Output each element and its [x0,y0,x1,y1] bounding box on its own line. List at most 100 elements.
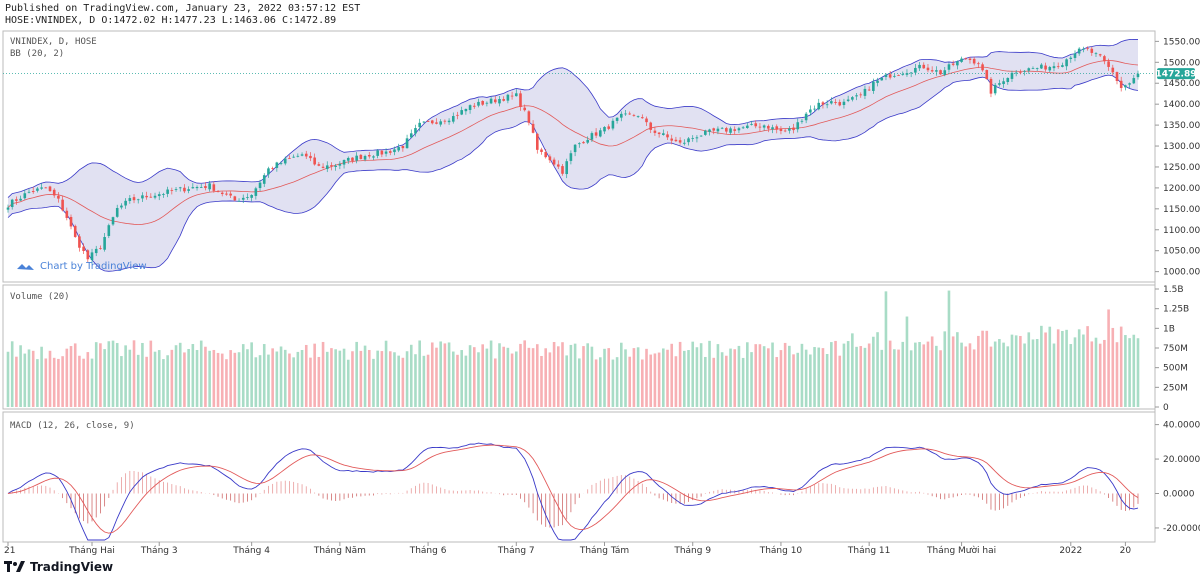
candle [401,145,405,152]
volume-bar [132,340,136,407]
volume-bar [531,348,535,407]
volume-bar [363,345,367,407]
volume-bar [901,341,905,407]
candle [590,131,594,142]
candle [670,134,674,145]
volume-bar [1019,335,1022,407]
tradingview-logo-icon [4,561,26,573]
candle [388,149,392,156]
volume-bar [523,340,526,407]
volume-bar [401,357,405,407]
tradingview-footer-logo[interactable]: TradingView [4,558,113,576]
candle [821,101,825,109]
volume-bar [380,351,384,407]
volume-bar [1136,338,1140,407]
volume-bar [23,353,27,407]
volume-bar [355,341,358,407]
candle [27,189,31,194]
candle [695,135,699,143]
candle [456,111,459,120]
candle [468,104,472,114]
volume-bar [414,354,417,407]
volume-bar [409,344,413,407]
candle [86,249,90,263]
volume-bar [628,356,632,407]
volume-bar [1111,327,1115,407]
volume-bar [443,343,447,407]
tradingview-watermark[interactable]: Chart by TradingView [17,261,147,272]
volume-bar [477,352,480,407]
volume-tick-label: 500M [1163,364,1188,374]
candle [1115,71,1119,85]
price-tick-label: 1300.00 [1163,142,1200,152]
candle [527,110,531,126]
candle [645,116,648,127]
volume-bar [397,355,400,407]
volume-bar [241,344,245,407]
volume-bar [1094,337,1098,407]
candle [481,100,484,106]
volume-bar [44,358,48,407]
volume-bar [683,350,686,407]
candle [838,99,842,107]
candle [796,118,800,133]
x-tick-label: 21 [4,546,15,556]
candle [115,204,119,218]
volume-bar [733,349,737,407]
candle [817,98,821,111]
candle [338,161,342,170]
volume-bar [905,316,909,407]
candle [162,192,165,198]
candle [641,114,644,119]
volume-bar [153,351,157,407]
volume-bar [174,345,178,407]
volume-bar [212,349,216,407]
volume-bar [1061,330,1064,407]
candle [1044,62,1047,72]
candle [771,124,774,134]
volume-bar [636,347,640,407]
volume-bar [464,355,468,407]
volume-bar [657,352,661,407]
candle [1019,69,1022,75]
chart-canvas[interactable]: 1000.00 1050.00 1100.00 1150.00 1200.00 1250.… [0,27,1200,557]
candle [313,153,316,166]
volume-bar [888,340,892,407]
volume-bar [136,354,140,407]
volume-bar [1115,342,1119,407]
candle [472,103,476,109]
candle [977,61,980,69]
volume-bar [716,344,720,407]
x-tick-label: Tháng Mười hai [926,545,996,556]
volume-bar [78,355,81,407]
candle [506,93,510,104]
volume-bar [859,346,863,407]
volume-bar [599,357,602,407]
candle [523,104,526,112]
candle [380,149,384,158]
candle [1107,58,1110,71]
volume-bar [456,354,459,407]
candle [964,57,968,61]
volume-bar [741,357,745,407]
volume-bar [590,346,594,407]
volume-bar [922,344,926,407]
candle [930,66,934,73]
candle [363,154,367,162]
candle [1035,67,1039,72]
candle [834,98,837,105]
last-price-label: 1472.89 [1156,70,1197,80]
volume-bar [384,340,388,407]
volume-bar [376,350,379,407]
volume-bar [863,347,867,407]
volume-bar [1107,309,1110,407]
volume-bar [141,342,144,407]
candle [1002,77,1005,88]
volume-bar [653,353,657,407]
volume-bar [775,357,779,407]
volume-bar [951,336,955,407]
candle [250,194,253,202]
volume-bar [267,354,270,407]
candle [464,108,468,115]
candle [544,148,547,159]
